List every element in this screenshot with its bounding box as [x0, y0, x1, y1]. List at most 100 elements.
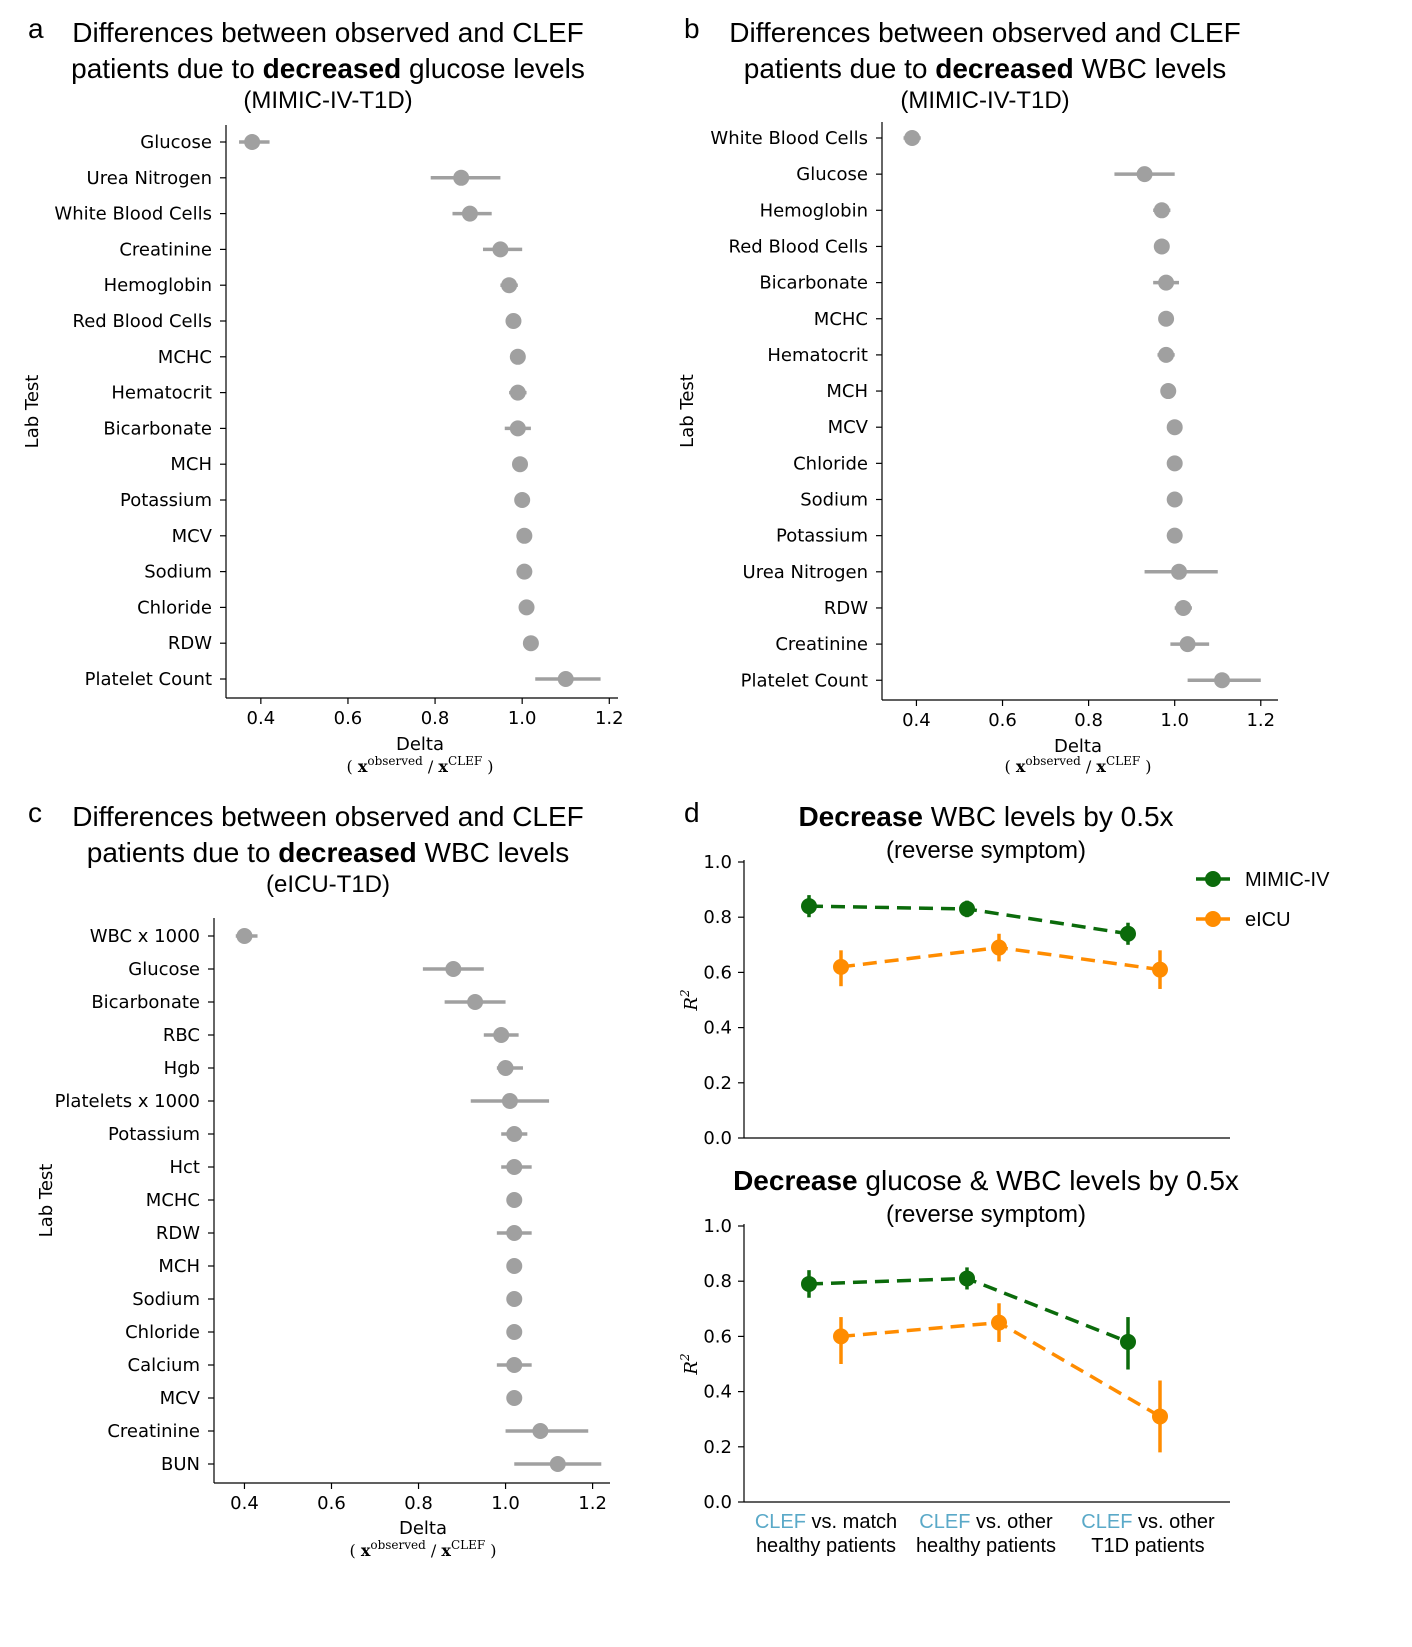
data-point	[506, 1159, 523, 1175]
data-point	[991, 1314, 1007, 1331]
data-point	[512, 456, 528, 473]
data-point	[1152, 961, 1168, 978]
data-point	[1179, 636, 1196, 653]
data-point	[506, 1225, 523, 1241]
chart-subtitle: (MIMIC-IV-T1D)	[900, 87, 1069, 114]
clef-highlight: CLEF	[755, 1511, 806, 1533]
formula-sup: CLEF	[451, 1538, 485, 1552]
data-point	[801, 898, 817, 915]
y-tick-label: Bicarbonate	[759, 273, 868, 294]
data-point	[959, 1270, 975, 1287]
x-category-label-line2: healthy patients	[916, 1535, 1056, 1557]
y-axis-label: Lab Test	[677, 374, 698, 448]
data-point	[532, 1423, 549, 1439]
data-point	[514, 492, 531, 508]
data-point	[801, 1275, 817, 1292]
data-point	[1152, 1408, 1168, 1425]
y-tick-label: 0.6	[703, 962, 732, 983]
y-tick-label: Chloride	[793, 453, 868, 474]
chart-title: Decrease WBC levels by 0.5x	[798, 801, 1173, 832]
x-category-label-line1: CLEF vs. other	[919, 1511, 1053, 1533]
y-tick-label: Platelets x 1000	[55, 1091, 200, 1112]
chart-title-text: patients due to	[87, 837, 278, 868]
chart-title-text: patients due to	[71, 53, 262, 84]
y-tick-label: 0.4	[703, 1382, 732, 1403]
y-tick-label: MCH	[826, 381, 868, 402]
y-tick-label: BUN	[161, 1454, 200, 1475]
y-axis-label-base: R	[681, 1361, 702, 1376]
panel-label: c	[28, 797, 42, 828]
data-point	[236, 928, 253, 944]
data-point	[505, 313, 522, 329]
panel-c: c Differences between observed and CLEF pa…	[28, 797, 610, 1560]
y-tick-label: White Blood Cells	[710, 128, 868, 149]
y-tick-label: 1.0	[703, 1216, 732, 1237]
chart-title-line2: patients due to decreased WBC levels	[87, 837, 570, 868]
y-tick-label: Sodium	[800, 490, 868, 511]
data-point	[522, 635, 539, 652]
category-text: vs. other	[970, 1511, 1053, 1533]
x-category-label-line2: healthy patients	[756, 1535, 896, 1557]
y-tick-label: Glucose	[128, 959, 200, 980]
chart-title-bold: Decrease	[798, 801, 923, 832]
category-text: vs. match	[806, 1511, 897, 1533]
chart-title-text: glucose & WBC levels by 0.5x	[858, 1165, 1239, 1196]
y-tick-label: Platelet Count	[85, 669, 212, 690]
x-tick-label: 0.8	[421, 708, 450, 729]
x-axis-formula: ( xobserved / xCLEF )	[346, 754, 493, 776]
y-axis-label: Lab Test	[22, 375, 43, 449]
data-point	[1166, 527, 1183, 544]
y-tick-label: Hct	[170, 1157, 201, 1178]
y-axis-label: R2	[678, 1353, 702, 1375]
x-tick-label: 0.6	[988, 710, 1017, 731]
chart-subtitle: (reverse symptom)	[886, 1201, 1086, 1228]
legend-swatch-marker	[1205, 871, 1221, 887]
y-tick-label: 0.0	[703, 1492, 732, 1513]
panel-label: a	[28, 13, 44, 44]
chart-title-bold: decreased	[278, 837, 417, 868]
x-axis-label: Delta	[1054, 736, 1102, 757]
y-tick-label: Hgb	[164, 1058, 200, 1079]
data-point	[516, 563, 533, 580]
x-axis-label: Delta	[399, 1518, 447, 1539]
data-point	[493, 1027, 510, 1043]
chart-title-bold: Decrease	[733, 1165, 858, 1196]
x-axis-formula: ( xobserved / xCLEF )	[1004, 754, 1151, 776]
chart-title-line1: Differences between observed and CLEF	[72, 801, 584, 832]
chart-title-line2: patients due to decreased glucose levels	[71, 53, 585, 84]
data-point	[904, 130, 921, 146]
formula-sup: observed	[367, 754, 423, 768]
y-tick-label: Urea Nitrogen	[743, 562, 868, 583]
y-tick-label: 0.0	[703, 1128, 732, 1149]
chart-title-line1: Differences between observed and CLEF	[72, 17, 584, 48]
y-tick-label: Red Blood Cells	[729, 236, 868, 257]
y-tick-label: MCH	[158, 1256, 200, 1277]
data-point	[506, 1126, 523, 1142]
chart-title-text: glucose levels	[401, 53, 585, 84]
formula-sep: /	[423, 757, 439, 776]
data-point	[833, 958, 849, 975]
category-text: vs. other	[1132, 1511, 1215, 1533]
legend-label: MIMIC-IV	[1245, 869, 1330, 891]
chart-title-line2: patients due to decreased WBC levels	[744, 53, 1227, 84]
y-tick-label: 1.0	[703, 852, 732, 873]
legend-label: eICU	[1245, 909, 1291, 931]
chart-title-text: patients due to	[744, 53, 935, 84]
y-tick-label: Creatinine	[107, 1421, 200, 1442]
y-tick-label: Creatinine	[119, 239, 212, 260]
x-axis-formula: ( xobserved / xCLEF )	[349, 1538, 496, 1560]
data-point	[1153, 202, 1170, 219]
data-point	[497, 1060, 514, 1076]
y-tick-label: Calcium	[128, 1355, 200, 1376]
y-tick-label: MCHC	[146, 1190, 200, 1211]
formula-paren: (	[349, 1541, 360, 1560]
data-point	[1175, 599, 1192, 616]
y-tick-label: RDW	[824, 598, 868, 619]
formula-sep: /	[1081, 757, 1097, 776]
y-tick-label: MCH	[170, 454, 212, 475]
y-tick-label: 0.6	[703, 1326, 732, 1347]
data-point	[549, 1456, 566, 1472]
y-tick-label: White Blood Cells	[54, 204, 212, 225]
data-point	[991, 939, 1007, 956]
y-tick-label: Urea Nitrogen	[87, 168, 212, 189]
